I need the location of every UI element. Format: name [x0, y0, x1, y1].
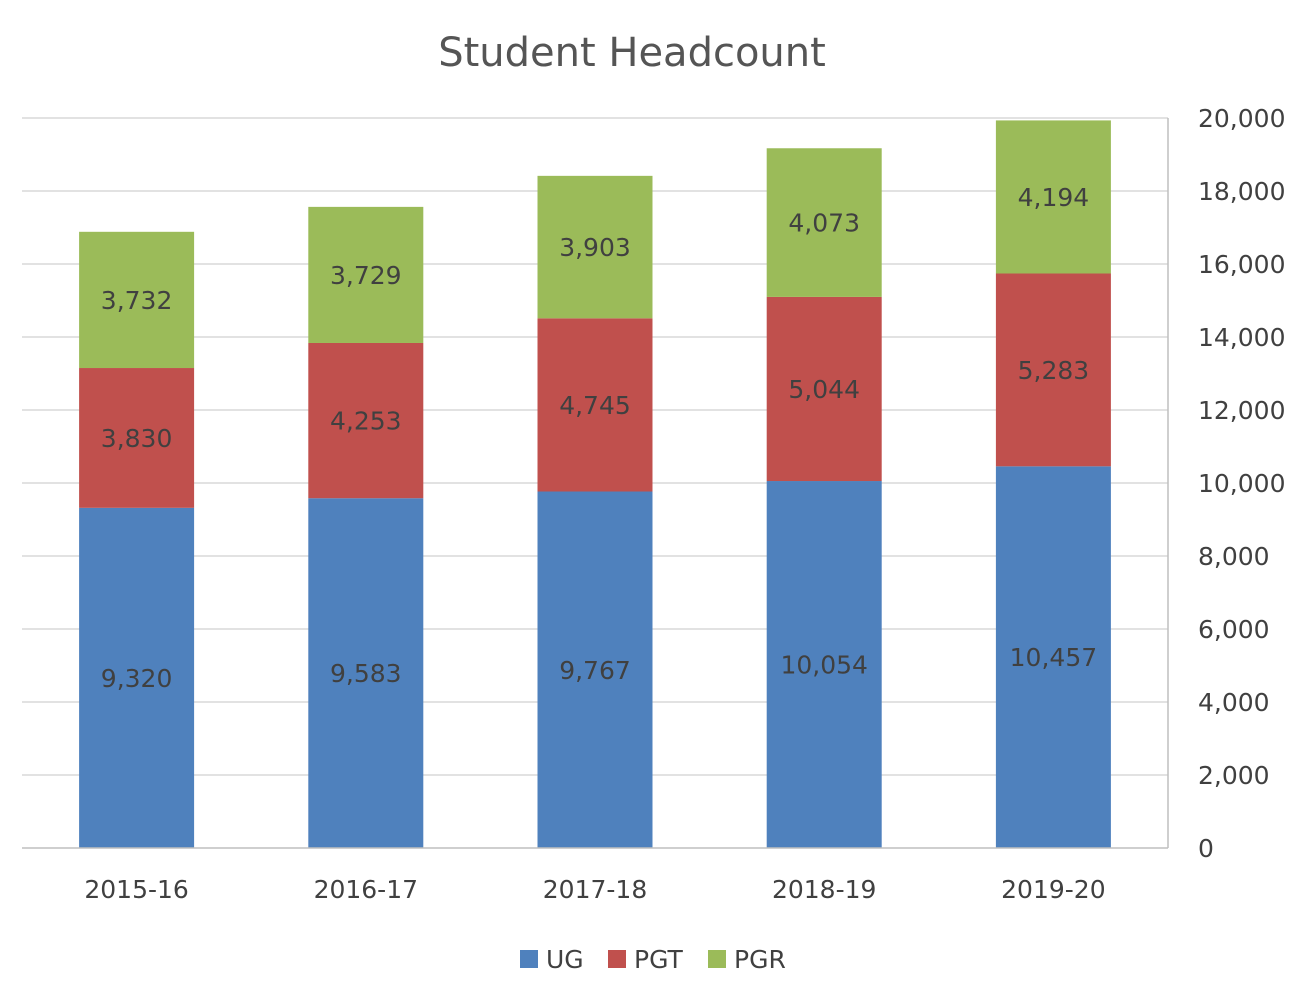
y-tick-label: 18,000 [1198, 177, 1285, 206]
x-tick-label: 2016-17 [314, 875, 418, 904]
data-label-ug-2019-20: 10,457 [1010, 643, 1097, 672]
bar-pgt-2019-20 [995, 273, 1111, 467]
data-label-pgr-2018-19: 4,073 [788, 209, 860, 238]
legend-swatch-pgt [608, 950, 626, 968]
data-label-pgr-2017-18: 3,903 [559, 233, 631, 262]
legend-label-ug: UG [546, 945, 584, 974]
data-label-pgt-2016-17: 4,253 [330, 407, 402, 436]
data-label-pgt-2019-20: 5,283 [1018, 356, 1090, 385]
x-tick-label: 2015-16 [84, 875, 188, 904]
x-tick-label: 2017-18 [543, 875, 647, 904]
y-tick-label: 14,000 [1198, 323, 1285, 352]
bar-pgr-2015-16 [79, 231, 195, 369]
data-label-pgr-2016-17: 3,729 [330, 261, 402, 290]
data-label-ug-2018-19: 10,054 [780, 651, 867, 680]
y-tick-label: 6,000 [1198, 615, 1270, 644]
legend: UG PGT PGR [520, 945, 786, 974]
legend-swatch-ug [520, 950, 538, 968]
data-label-ug-2016-17: 9,583 [330, 659, 402, 688]
y-tick-label: 4,000 [1198, 688, 1270, 717]
legend-swatch-pgr [708, 950, 726, 968]
bar-pgt-2018-19 [766, 296, 882, 482]
bar-pgt-2016-17 [308, 342, 424, 499]
axes: 0 2,000 4,000 6,000 8,000 10,000 12,000 14,000 1… [22, 104, 1285, 904]
bar-ug-2016-17 [308, 498, 424, 848]
bar-pgr-2018-19 [766, 148, 882, 297]
bar-pgr-2017-18 [537, 175, 653, 319]
bar-pgr-2019-20 [995, 120, 1111, 274]
bar-ug-2015-16 [79, 507, 195, 848]
bar-ug-2019-20 [995, 466, 1111, 848]
chart-title: Student Headcount [438, 30, 826, 76]
data-label-pgr-2015-16: 3,732 [101, 286, 173, 315]
y-tick-label: 0 [1198, 834, 1214, 863]
bars [79, 120, 1111, 848]
data-label-ug-2017-18: 9,767 [559, 656, 631, 685]
y-tick-label: 20,000 [1198, 104, 1285, 133]
y-tick-label: 10,000 [1198, 469, 1285, 498]
y-tick-label: 2,000 [1198, 761, 1270, 790]
data-labels: 9,320 3,830 3,732 9,583 4,253 3,729 9,767 4,745… [101, 183, 1097, 693]
data-label-pgt-2018-19: 5,044 [788, 375, 860, 404]
y-tick-label: 16,000 [1198, 250, 1285, 279]
x-tick-label: 2018-19 [772, 875, 876, 904]
bar-ug-2017-18 [537, 491, 653, 848]
bar-ug-2018-19 [766, 481, 882, 848]
y-tick-label: 12,000 [1198, 396, 1285, 425]
data-label-pgt-2015-16: 3,830 [101, 424, 173, 453]
legend-label-pgr: PGR [734, 945, 786, 974]
bar-pgt-2017-18 [537, 318, 653, 492]
data-label-ug-2015-16: 9,320 [101, 664, 173, 693]
y-tick-label: 8,000 [1198, 542, 1270, 571]
data-label-pgr-2019-20: 4,194 [1018, 183, 1090, 212]
x-tick-label: 2019-20 [1001, 875, 1105, 904]
legend-label-pgt: PGT [634, 945, 684, 974]
data-label-pgt-2017-18: 4,745 [559, 391, 631, 420]
bar-pgr-2016-17 [308, 206, 424, 343]
bar-pgt-2015-16 [79, 368, 195, 508]
